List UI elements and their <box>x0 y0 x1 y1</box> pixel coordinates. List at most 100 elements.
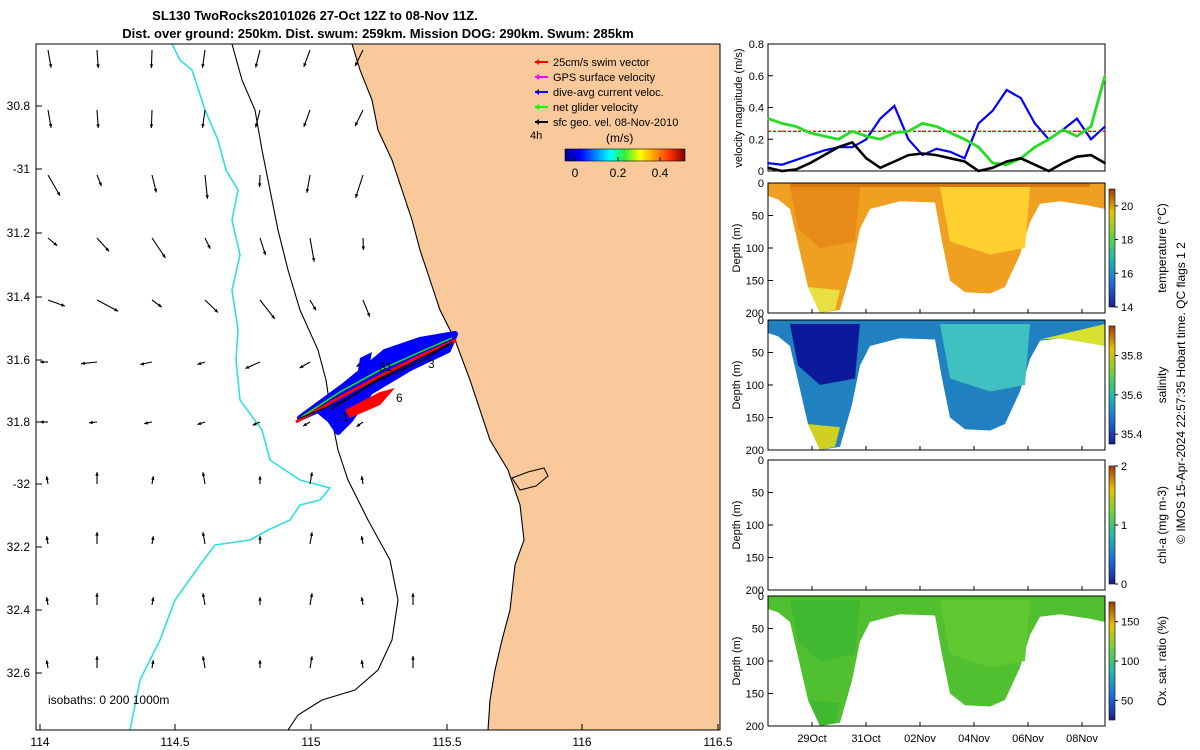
velocity-point <box>977 170 980 172</box>
sfc-geo-arrowhead <box>197 361 202 366</box>
velocity-point <box>921 122 924 125</box>
velocity-point <box>767 130 769 133</box>
sfc-geo-arrowhead <box>89 420 93 425</box>
velocity-point <box>837 146 839 148</box>
velocity-point <box>1034 122 1036 125</box>
map-x-tick-label: 115 <box>301 735 320 749</box>
legend-item-label: 25cm/s swim vector <box>553 57 650 69</box>
sfc-geo-arrowhead <box>258 660 262 664</box>
section-ylabel: Depth (m) <box>731 637 743 686</box>
sfc-geo-arrowhead <box>245 365 250 369</box>
velocity-point <box>851 141 854 144</box>
velocity-point <box>1062 128 1064 131</box>
sfc-geo-arrowhead <box>303 122 307 127</box>
colorbar-label: Ox. sat. ratio (%) <box>1155 616 1169 706</box>
sfc-geo-arrowhead <box>201 656 206 661</box>
velocity-point <box>823 130 825 133</box>
sfc-geo-arrowhead <box>48 123 53 128</box>
velocity-point <box>879 138 882 141</box>
map-panel: 31 3 6 1 114 114.5 115 115.5 116 116.5 30.8 -31 31… <box>7 43 733 749</box>
time-x-tick-label: 08Nov <box>1066 733 1098 745</box>
section-y-tick-label: 100 <box>746 380 764 392</box>
velocity-point <box>935 148 938 150</box>
sfc-geo-arrowhead <box>257 183 262 187</box>
section-field-core <box>790 600 860 661</box>
colorbar-tick-label: 50 <box>1121 695 1133 707</box>
section-colorbar <box>1108 188 1116 308</box>
velocity-point <box>1090 130 1092 133</box>
velocity-point <box>935 125 938 128</box>
section-field-bottom <box>808 424 840 450</box>
speed-colorbar <box>564 148 686 162</box>
section-surface-layer <box>790 183 1090 187</box>
section-y-tick-label: 200 <box>746 445 764 457</box>
legend-swatch-head <box>535 59 539 65</box>
map-y-tick-label: 30.8 <box>7 99 31 113</box>
sfc-geo-arrowhead <box>355 62 359 67</box>
sfc-geo-arrowhead <box>356 423 361 427</box>
velocity-point <box>1104 130 1106 133</box>
sfc-geo-arrowhead <box>312 306 316 311</box>
sfc-geo-arrowhead <box>96 64 100 68</box>
track-day-label: 6 <box>396 391 403 405</box>
map-y-tick-label: 31.8 <box>7 415 31 429</box>
legend-swatch-head <box>535 89 539 95</box>
map-y-tick-label: 32.6 <box>7 666 31 680</box>
isobath-label: isobaths: 0 200 1000m <box>48 693 169 707</box>
track-day-label: 1 <box>342 410 349 424</box>
glider-track: 31 3 6 1 <box>295 331 458 435</box>
sfc-geo-arrowhead <box>197 421 202 426</box>
velocity-point <box>1020 97 1022 99</box>
velocity-point <box>823 135 825 137</box>
legend-swatch-head <box>535 104 539 110</box>
sfc-geo-arrowhead <box>254 123 259 128</box>
velocity-point <box>1020 157 1022 160</box>
sfc-geo-arrowhead <box>153 188 158 193</box>
colorbar-tick-label: 0 <box>572 166 579 180</box>
legend-swatch-head <box>535 74 539 80</box>
sfc-geo-arrowhead <box>45 597 49 601</box>
sfc-geo-arrowhead <box>271 315 275 319</box>
map-y-tick-label: -32 <box>13 477 31 491</box>
map-y-tick-label: -31 <box>13 162 31 176</box>
section-y-tick-label: 0 <box>758 315 764 327</box>
velocity-point <box>963 130 966 133</box>
sfc-geo-arrowhead <box>303 422 308 426</box>
swim-vector-track <box>295 338 457 424</box>
colorbar-tick-label: 0.4 <box>652 166 669 180</box>
coast-island <box>511 467 549 491</box>
time-x-tick-label: 04Nov <box>958 733 990 745</box>
velocity-point <box>781 163 783 166</box>
section-y-tick-label: 150 <box>746 413 764 425</box>
colorbar-title: (m/s) <box>606 131 633 145</box>
velocity-point <box>949 151 952 153</box>
sfc-geo-arrow <box>47 174 61 197</box>
velocity-point <box>767 167 769 169</box>
velocity-point <box>991 130 994 133</box>
map-legend: 25cm/s swim vector GPS surface velocity di… <box>530 57 686 180</box>
sfc-geo-arrowhead <box>98 182 102 187</box>
map-y-axis: 30.8 -31 31.2 31.4 31.6 31.8 -32 32.2 32.4 32.6 <box>7 99 42 680</box>
section-panel-5: 0 50 100 150 200 Depth (m) 50 100 150 Ox. sat. ra… <box>731 591 1169 733</box>
legend-item-label: dive-avg current veloc. <box>553 87 664 99</box>
section-panel-2: 0 50 100 150 200 Depth (m) 14 16 18 20 temperature… <box>731 178 1169 320</box>
swim-vector-patch <box>345 388 395 418</box>
velocity-point <box>865 130 868 133</box>
velocity-point <box>1104 162 1106 164</box>
sfc-geo-arrowhead <box>258 476 262 480</box>
velocity-point <box>1048 170 1050 172</box>
section-y-tick-label: 50 <box>752 488 764 500</box>
velocity-point <box>795 159 797 161</box>
section-colorbar <box>1108 325 1116 445</box>
sfc-geo-arrowhead <box>366 312 371 317</box>
sfc-geo-arrowhead <box>252 422 257 426</box>
sfc-geo-arrowhead <box>262 251 267 256</box>
section-y-tick-label: 200 <box>746 308 764 320</box>
velocity-point <box>1005 160 1008 163</box>
velocity-point <box>823 154 825 156</box>
section-y-tick-label: 100 <box>746 656 764 668</box>
section-y-tick-label: 0 <box>758 455 764 467</box>
sfc-geo-arrowhead <box>95 656 99 660</box>
velocity-point <box>781 170 783 172</box>
